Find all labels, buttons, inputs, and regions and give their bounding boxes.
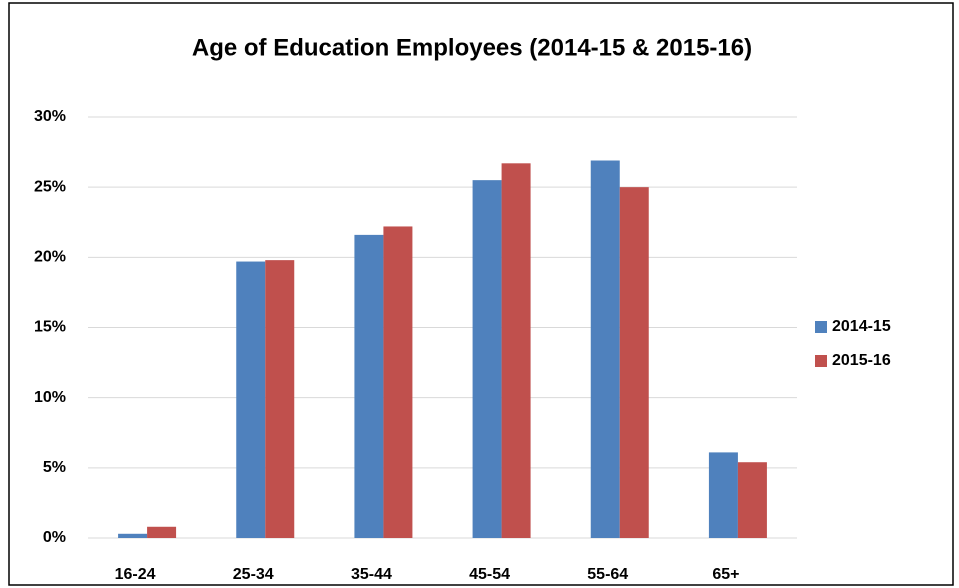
bar [118,533,148,538]
bar [147,526,177,538]
legend-label: 2014-15 [832,318,891,335]
y-tick-label: 20% [34,249,66,266]
bar [472,180,502,538]
legend-swatch [815,355,827,367]
legend-swatch [815,321,827,333]
x-tick-label: 16-24 [115,566,156,583]
bar [236,261,266,538]
y-tick-label: 10% [34,389,66,406]
y-tick-label: 30% [34,108,66,125]
bar [590,160,620,538]
y-tick-label: 5% [43,459,66,476]
bar [354,234,384,538]
chart-title: Age of Education Employees (2014-15 & 20… [192,34,752,61]
y-tick-label: 25% [34,178,66,195]
legend-label: 2015-16 [832,352,891,369]
y-tick-label: 0% [43,529,66,546]
bar [619,187,649,538]
bar [265,260,295,538]
bar [383,226,413,538]
x-tick-label: 35-44 [351,566,392,583]
y-tick-label: 15% [34,319,66,336]
x-tick-label: 55-64 [587,566,628,583]
x-tick-label: 65+ [712,566,739,583]
x-tick-label: 45-54 [469,566,510,583]
bar [501,163,531,538]
x-tick-label: 25-34 [233,566,274,583]
bar [708,452,738,538]
bar [737,462,767,538]
